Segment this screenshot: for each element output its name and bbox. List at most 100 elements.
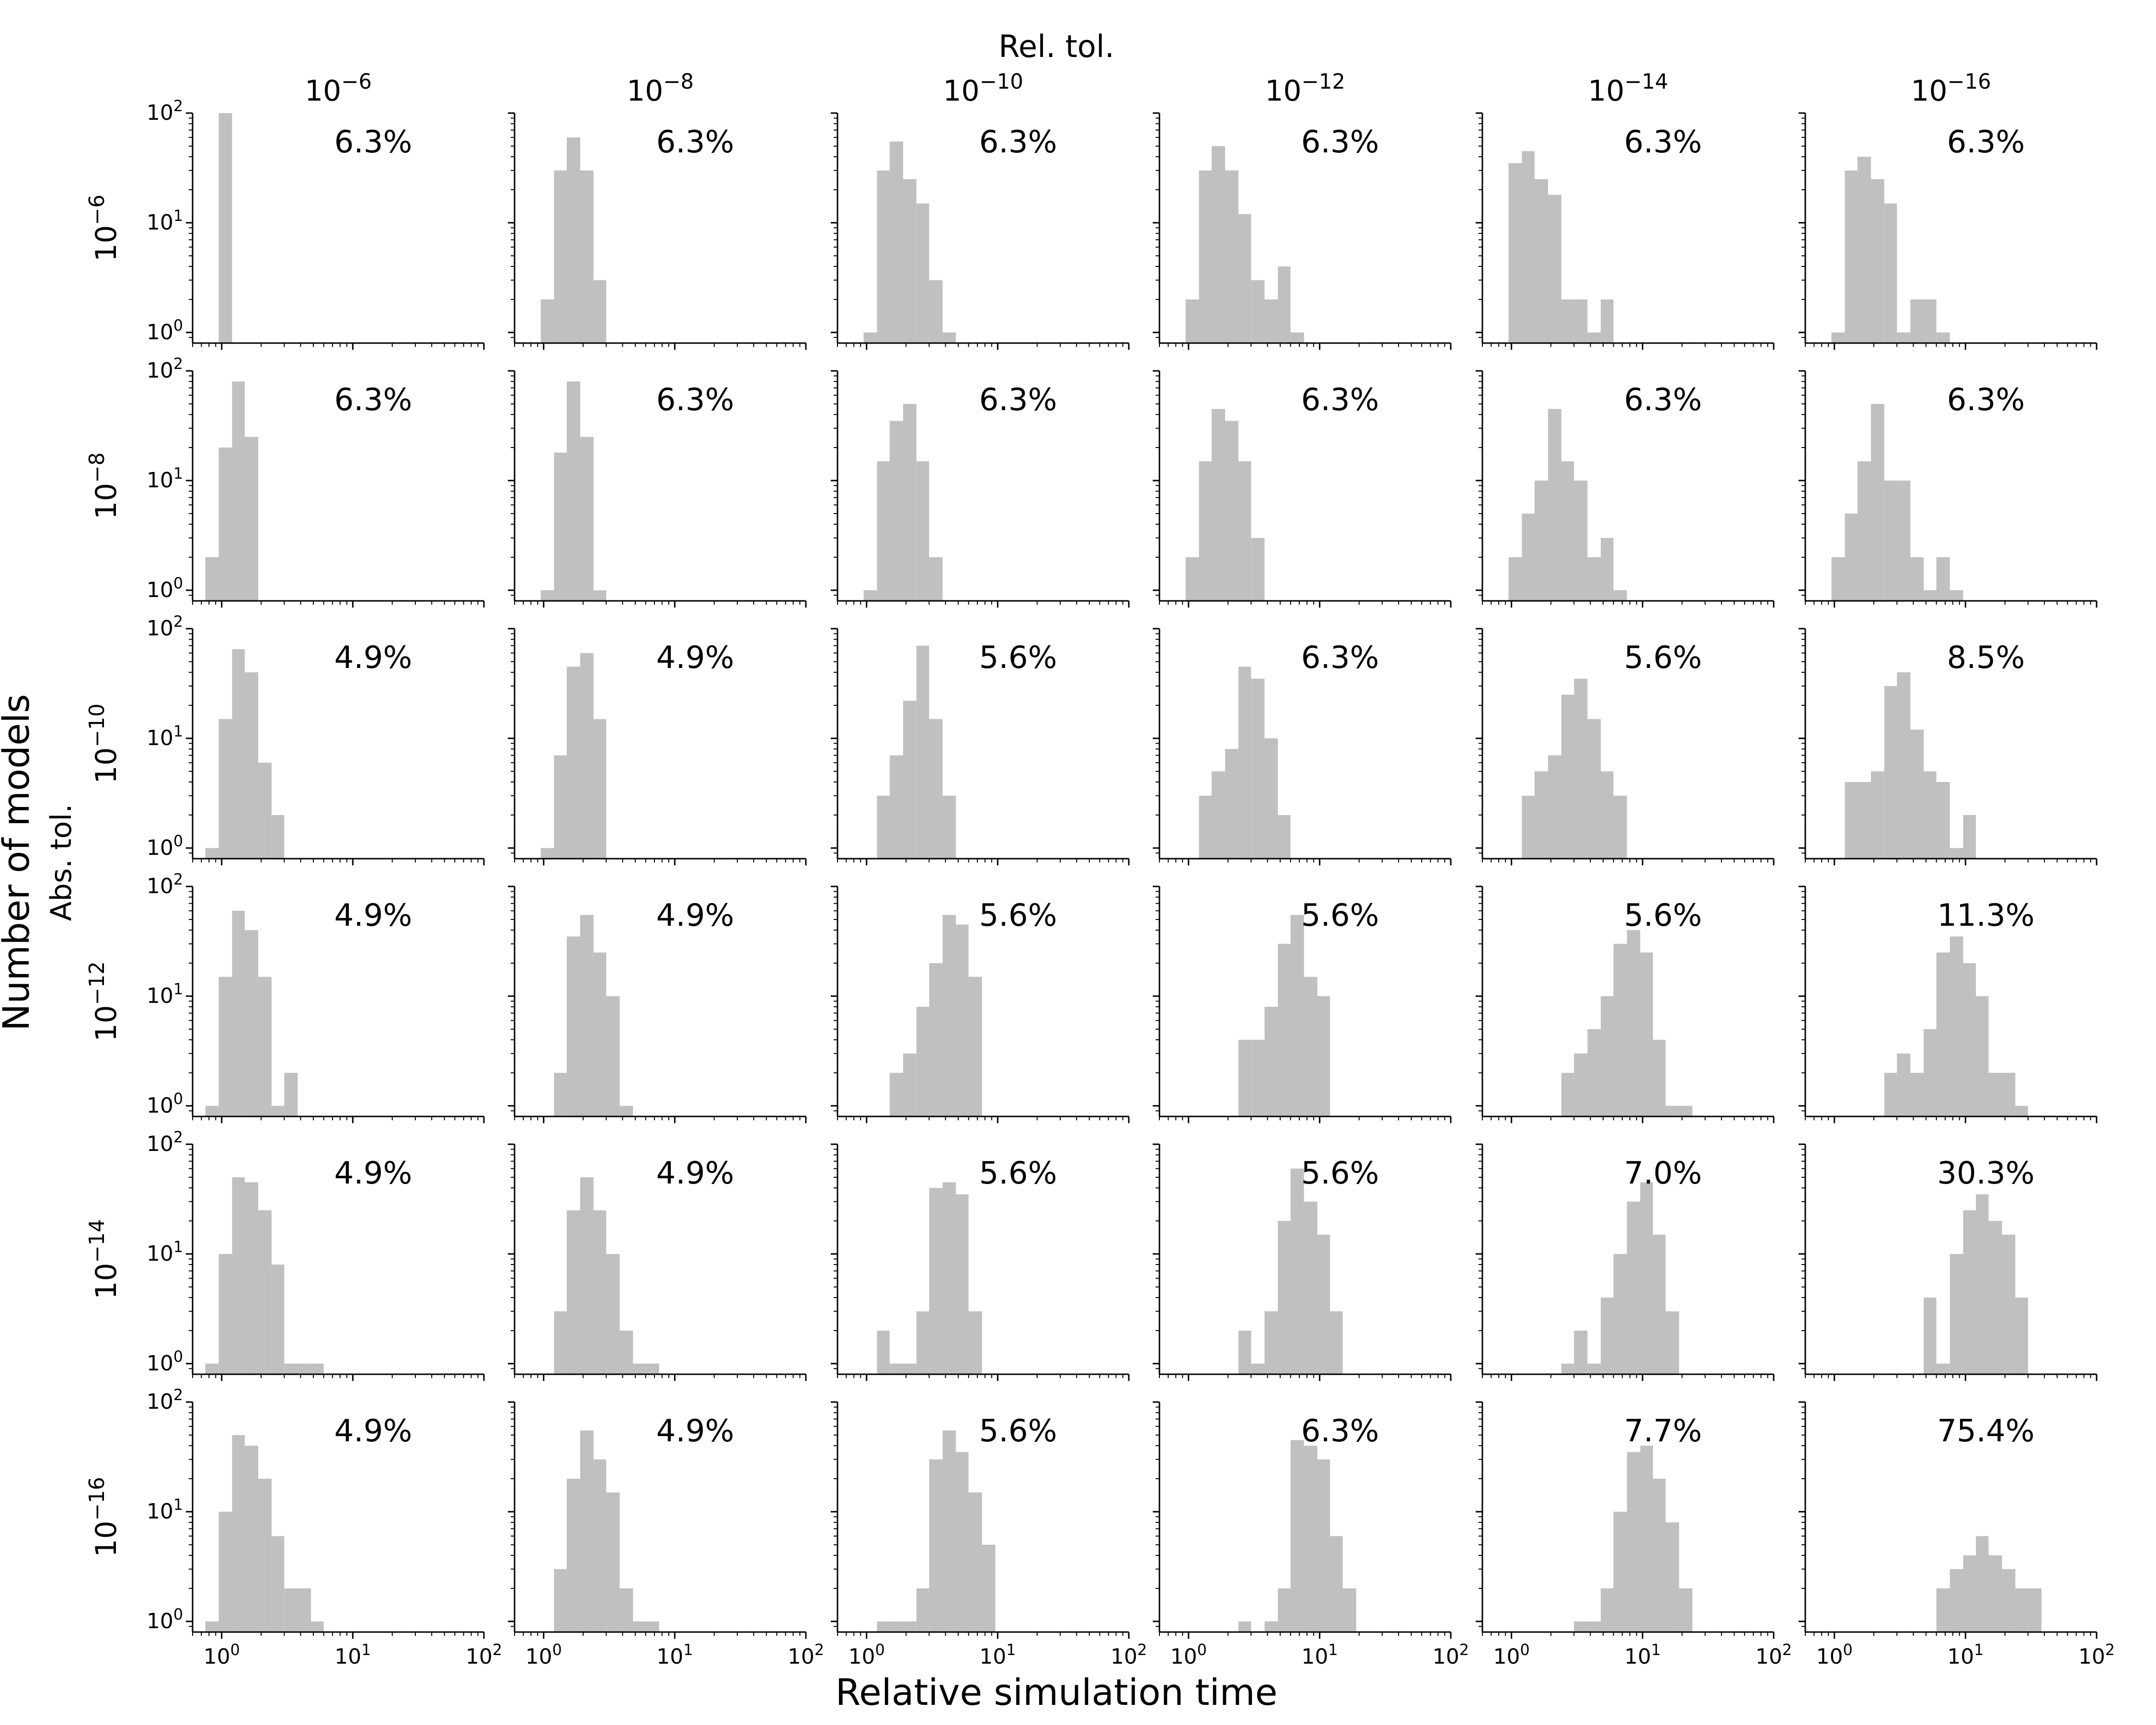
y-tick-label: 102 xyxy=(147,356,183,383)
panel-grid: 10−6 10−8 10−10 10−12 10−14 10−16 10−6 10−8 10−1… xyxy=(85,70,2115,1669)
histogram-bar xyxy=(205,848,219,859)
abs-tol-label-text-5: 10−16 xyxy=(85,1477,123,1557)
histogram-bar xyxy=(593,280,607,343)
histogram-bar xyxy=(1587,719,1601,859)
histogram-bar xyxy=(903,403,917,601)
histogram-bar xyxy=(1679,1588,1693,1632)
histogram-bar xyxy=(982,1544,996,1632)
x-tick-label: 101 xyxy=(1301,1642,1338,1669)
percentage-label: 4.9% xyxy=(656,640,734,676)
histogram-bar xyxy=(1871,403,1884,601)
histogram-bar xyxy=(540,299,554,343)
panel-abs-14-rel-10: 5.6% xyxy=(831,1143,1130,1381)
histogram-bar xyxy=(1522,513,1535,601)
histogram-bar xyxy=(1897,1053,1911,1116)
histogram-bar xyxy=(298,1363,311,1374)
histogram-bar xyxy=(1534,771,1548,859)
histogram-bar xyxy=(1950,1569,1963,1632)
histogram-bar xyxy=(1225,421,1239,601)
histogram-bar xyxy=(1199,461,1212,601)
histogram-bar xyxy=(1290,1168,1304,1374)
x-tick-label: 100 xyxy=(1493,1642,1530,1669)
histogram-bar xyxy=(271,1536,285,1632)
abs-tol-row-label-5: 10−16 xyxy=(85,1477,123,1557)
histogram-bar xyxy=(1601,1588,1614,1632)
percentage-label: 6.3% xyxy=(334,382,413,418)
abs-tol-row-label-0: 10−6 xyxy=(85,195,123,262)
histogram-bar xyxy=(1574,480,1588,601)
histogram-bar xyxy=(877,795,890,859)
histogram-bar xyxy=(1936,1363,1950,1374)
percentage-label: 6.3% xyxy=(1301,1414,1379,1449)
percentage-label: 7.0% xyxy=(1624,1156,1702,1191)
histogram-bar xyxy=(1653,1234,1666,1374)
percentage-label: 5.6% xyxy=(1624,640,1702,676)
histogram-bar xyxy=(1211,409,1225,601)
histogram-bar xyxy=(1936,557,1950,601)
x-tick-label: 102 xyxy=(1111,1642,1147,1669)
histogram-bar xyxy=(1857,461,1871,601)
histogram-bar xyxy=(2028,1588,2041,1632)
histogram-bar xyxy=(1290,332,1304,343)
histogram-bar xyxy=(1679,1105,1693,1116)
histogram-bar xyxy=(1522,151,1535,343)
histogram-bar xyxy=(1587,1029,1601,1116)
histogram-bar xyxy=(271,1105,285,1116)
histogram-bar xyxy=(1548,755,1561,859)
histogram-bar xyxy=(1211,146,1225,343)
y-tick-label: 100 xyxy=(147,833,183,860)
histogram-bar xyxy=(1561,1072,1574,1116)
histogram-bar xyxy=(1665,1522,1679,1632)
histogram-bar xyxy=(1884,1072,1897,1116)
x-tick-label: 102 xyxy=(1755,1642,1792,1669)
histogram-bar xyxy=(258,1479,272,1632)
histogram-bar xyxy=(284,1588,298,1632)
histogram-bar xyxy=(942,1430,956,1632)
histogram-bar xyxy=(1884,480,1897,601)
histogram-bar xyxy=(1988,1555,2002,1632)
histogram-bar xyxy=(1831,332,1845,343)
histogram-bar xyxy=(1936,782,1950,859)
histogram-bar xyxy=(1831,557,1845,601)
histogram-bar xyxy=(1976,1536,1989,1632)
histogram-bar xyxy=(1264,299,1278,343)
histogram-bar xyxy=(1251,1040,1265,1116)
histogram-bar xyxy=(218,113,232,343)
histogram-bar xyxy=(1251,1363,1265,1374)
percentage-label: 4.9% xyxy=(334,1156,413,1191)
y-tick-label: 101 xyxy=(147,1496,183,1524)
histogram-bar xyxy=(284,1072,298,1116)
histogram-bar xyxy=(244,1446,258,1632)
panel-abs-16-rel-16: 100 101 102 75.4% xyxy=(1799,1401,2115,1669)
histogram-bar xyxy=(1897,480,1911,601)
percentage-label: 6.3% xyxy=(1947,382,2025,418)
percentage-label: 6.3% xyxy=(656,382,734,418)
panel-abs-6-rel-6: 100 101 102 6.3% xyxy=(147,98,485,350)
histogram-bar xyxy=(566,667,580,859)
abs-tol-row-label-3: 10−12 xyxy=(85,961,123,1042)
x-tick-label: 102 xyxy=(788,1642,824,1669)
y-tick-label: 102 xyxy=(147,98,183,125)
percentage-label: 8.5% xyxy=(1947,640,2025,676)
histogram-bar xyxy=(889,421,903,601)
histogram-bar xyxy=(1534,480,1548,601)
x-tick-label: 102 xyxy=(466,1642,502,1669)
abs-tol-label-text-0: 10−6 xyxy=(85,195,123,262)
histogram-bar xyxy=(1534,179,1548,343)
histogram-bar xyxy=(1522,795,1535,859)
histogram-bar xyxy=(2015,1588,2028,1632)
panel-abs-8-rel-16: 6.3% xyxy=(1799,370,2098,608)
histogram-bar xyxy=(903,1053,917,1116)
histogram-bar xyxy=(929,1188,943,1374)
percentage-label: 30.3% xyxy=(1937,1156,2034,1191)
panel-abs-14-rel-8: 4.9% xyxy=(508,1143,807,1381)
panel-abs-12-rel-8: 4.9% xyxy=(508,886,807,1123)
histogram-bar xyxy=(1238,1040,1251,1116)
panel-abs-12-rel-14: 5.6% xyxy=(1476,886,1775,1123)
panel-abs-12-rel-16: 11.3% xyxy=(1799,886,2098,1123)
histogram-bar xyxy=(1601,771,1614,859)
histogram-bar xyxy=(1653,1040,1666,1116)
histogram-bar xyxy=(942,795,956,859)
percentage-label: 6.3% xyxy=(1301,382,1379,418)
y-tick-label: 102 xyxy=(147,613,183,641)
